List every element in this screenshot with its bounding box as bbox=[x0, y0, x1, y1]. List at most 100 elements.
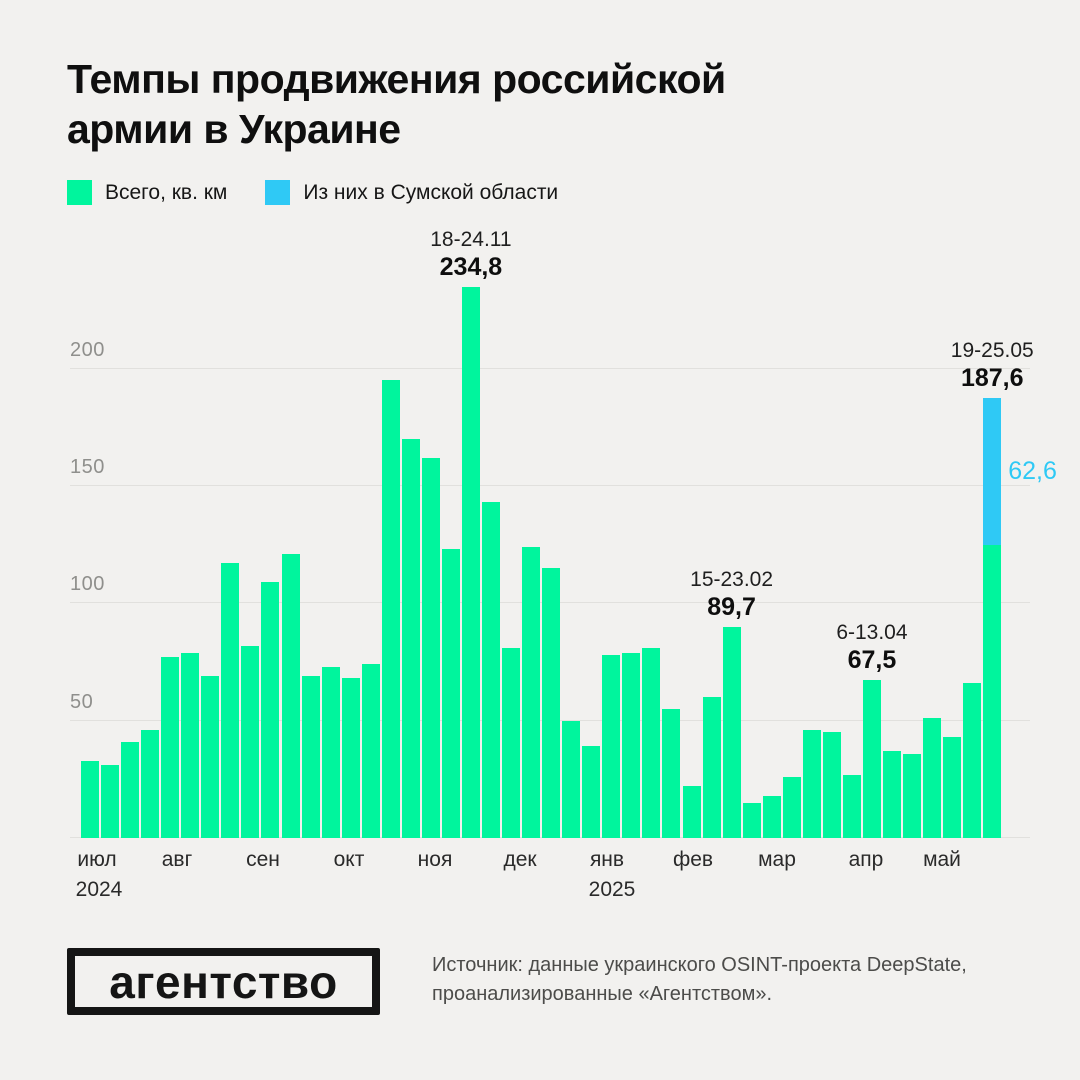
bar bbox=[361, 664, 380, 838]
bar-total-segment bbox=[722, 627, 741, 838]
agentstvo-logo: агентство bbox=[67, 948, 380, 1015]
bar-total-segment bbox=[702, 697, 721, 838]
bar-total-segment bbox=[802, 730, 821, 838]
bar-total-segment bbox=[261, 582, 280, 838]
bar bbox=[101, 765, 120, 838]
bar-total-segment bbox=[522, 546, 541, 838]
bar-total-segment bbox=[482, 502, 500, 838]
bar bbox=[341, 678, 360, 838]
bar bbox=[702, 697, 721, 838]
bar bbox=[482, 502, 500, 838]
bar-annotation: 19-25.05 187,6 bbox=[951, 338, 1034, 393]
bar bbox=[221, 563, 240, 838]
annotation-date: 6-13.04 bbox=[836, 620, 908, 644]
annotation-date: 15-23.02 bbox=[690, 568, 774, 592]
sumy-color-swatch bbox=[265, 180, 291, 205]
bar bbox=[421, 457, 440, 838]
y-axis-label: 50 bbox=[70, 690, 94, 713]
year-label: 2025 bbox=[588, 878, 636, 901]
bar-total-segment bbox=[121, 741, 140, 838]
month-label: дек bbox=[503, 848, 537, 871]
bar bbox=[562, 720, 581, 838]
bar bbox=[441, 549, 460, 838]
month-label: апр bbox=[848, 848, 884, 871]
y-axis-label: 200 bbox=[70, 338, 105, 361]
annotation-value: 89,7 bbox=[707, 593, 756, 622]
bar-total-segment bbox=[141, 730, 160, 838]
legend-item-sumy: Из них в Сумской области bbox=[265, 180, 558, 205]
bar-annotation: 15-23.02 89,7 bbox=[690, 567, 773, 622]
bar-total-segment bbox=[983, 544, 1002, 838]
bar bbox=[301, 676, 320, 838]
bar bbox=[461, 286, 480, 838]
bar-total-segment bbox=[81, 760, 99, 838]
bar bbox=[241, 645, 260, 838]
sumy-value-label: 62,6 bbox=[1008, 457, 1057, 486]
bar-total-segment bbox=[361, 664, 380, 838]
month-label: ноя bbox=[417, 848, 453, 871]
bar-total-segment bbox=[201, 676, 220, 838]
bar bbox=[261, 582, 280, 838]
source-note: Источник: данные украинского OSINT-проек… bbox=[432, 954, 967, 1005]
bar-total-segment bbox=[602, 654, 621, 838]
bar bbox=[662, 708, 681, 838]
bar-total-segment bbox=[221, 563, 240, 838]
bar-total-segment bbox=[401, 438, 420, 838]
bar-total-segment bbox=[381, 380, 400, 838]
bar-total-segment bbox=[441, 549, 460, 838]
legend-label-sumy: Из них в Сумской области bbox=[303, 180, 559, 204]
bar-total-segment bbox=[943, 737, 962, 838]
page-title: Темпы продвижения российской армии в Укр… bbox=[67, 56, 726, 152]
annotation-value: 67,5 bbox=[847, 645, 897, 674]
bar-total-segment bbox=[682, 786, 701, 838]
year-label: 2024 bbox=[75, 878, 123, 901]
bar-annotation: 18-24.11 234,8 bbox=[430, 227, 511, 282]
bar-total-segment bbox=[542, 568, 561, 838]
bar-total-segment bbox=[341, 678, 360, 838]
gridline bbox=[70, 367, 1030, 369]
bar bbox=[782, 776, 801, 838]
bar-total-segment bbox=[301, 676, 320, 838]
bar bbox=[542, 568, 561, 838]
bar-total-segment bbox=[642, 647, 661, 838]
bar bbox=[81, 760, 99, 838]
bar bbox=[321, 666, 340, 838]
bar-total-segment bbox=[862, 679, 881, 838]
bar bbox=[822, 732, 841, 838]
bar bbox=[401, 438, 420, 838]
month-label: июл bbox=[77, 848, 117, 871]
bar bbox=[141, 730, 160, 838]
y-axis-label: 100 bbox=[70, 573, 105, 596]
bar-total-segment bbox=[622, 652, 641, 838]
month-label: фев bbox=[672, 848, 714, 871]
bar-total-segment bbox=[762, 795, 781, 838]
bar bbox=[502, 647, 521, 838]
bar-total-segment bbox=[562, 720, 581, 838]
bar-total-segment bbox=[181, 652, 200, 838]
bar-total-segment bbox=[963, 683, 982, 838]
month-label: сен bbox=[246, 848, 280, 871]
logo-text: агентство bbox=[109, 955, 338, 1008]
bar bbox=[642, 647, 661, 838]
bar-total-segment bbox=[281, 553, 300, 838]
month-label: мар bbox=[758, 848, 796, 871]
bar bbox=[762, 795, 781, 838]
annotation-date: 19-25.05 bbox=[950, 338, 1034, 362]
bar-total-segment bbox=[822, 732, 841, 838]
total-color-swatch bbox=[67, 180, 92, 205]
bar-total-segment bbox=[101, 765, 120, 838]
legend-item-total: Всего, кв. км bbox=[67, 180, 227, 205]
y-axis-label: 150 bbox=[70, 455, 105, 478]
bar-total-segment bbox=[883, 751, 901, 838]
bar-total-segment bbox=[742, 802, 761, 838]
bar bbox=[963, 683, 982, 838]
bar bbox=[121, 741, 140, 838]
legend: Всего, кв. км Из них в Сумской области bbox=[67, 180, 558, 205]
bar bbox=[181, 652, 200, 838]
gridline bbox=[70, 484, 1030, 486]
bar-sumy-segment bbox=[983, 397, 1002, 545]
bar-total-segment bbox=[782, 776, 801, 838]
bar bbox=[983, 397, 1002, 838]
month-label: окт bbox=[333, 848, 365, 871]
bar bbox=[883, 751, 901, 838]
